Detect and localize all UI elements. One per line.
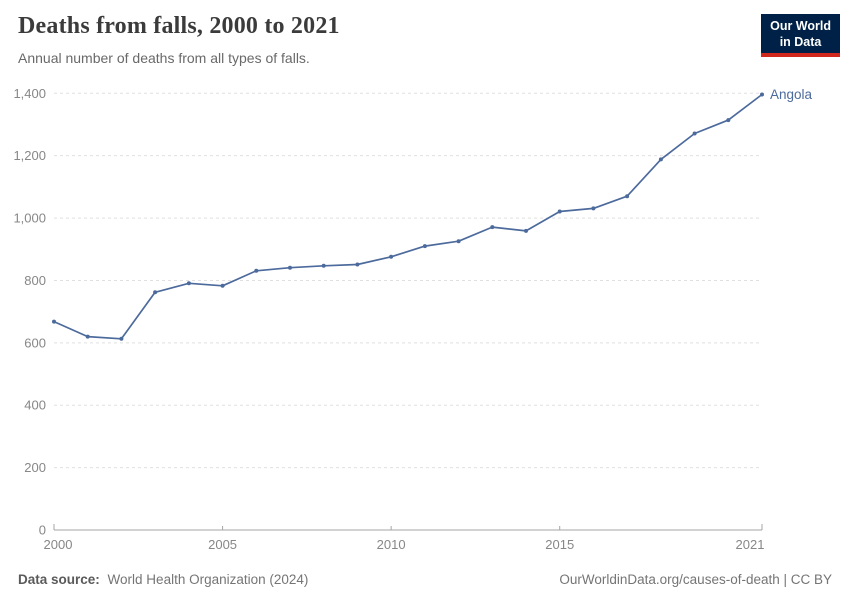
y-tick-label: 1,200 — [13, 148, 46, 163]
y-tick-label: 1,400 — [13, 86, 46, 101]
data-point[interactable] — [52, 319, 56, 324]
data-point[interactable] — [389, 254, 394, 259]
data-point[interactable] — [321, 263, 326, 268]
owid-logo[interactable]: Our World in Data — [761, 14, 840, 57]
y-tick-label: 200 — [24, 460, 46, 475]
data-point[interactable] — [153, 290, 158, 295]
x-tick-label: 2021 — [736, 537, 765, 552]
data-point[interactable] — [760, 92, 764, 97]
data-line — [53, 93, 763, 340]
x-tick-label: 2015 — [545, 537, 574, 552]
data-point[interactable] — [591, 206, 596, 211]
data-point[interactable] — [692, 131, 697, 136]
y-tick-label: 400 — [24, 398, 46, 413]
entity-label[interactable]: Angola — [770, 87, 813, 102]
data-point[interactable] — [456, 239, 461, 244]
data-point[interactable] — [524, 228, 528, 233]
page-title: Deaths from falls, 2000 to 2021 — [18, 13, 340, 39]
x-tick-label: 2010 — [377, 537, 406, 552]
data-point[interactable] — [220, 283, 225, 288]
x-tick-label: 2005 — [208, 537, 237, 552]
data-point[interactable] — [625, 194, 630, 199]
data-point[interactable] — [355, 262, 360, 267]
data-point[interactable] — [726, 118, 731, 123]
data-point[interactable] — [254, 268, 259, 273]
y-tick-label: 1,000 — [13, 211, 46, 226]
data-point[interactable] — [557, 209, 562, 214]
data-point[interactable] — [490, 225, 495, 230]
data-source: Data source: World Health Organization (… — [18, 572, 308, 587]
data-source-label: Data source: — [18, 572, 100, 587]
data-point[interactable] — [288, 265, 292, 270]
x-tick-label: 2000 — [44, 537, 73, 552]
y-tick-label: 0 — [39, 523, 46, 538]
data-point[interactable] — [119, 336, 124, 341]
data-point[interactable] — [85, 334, 90, 339]
data-point[interactable] — [658, 157, 663, 162]
chart-footer: Data source: World Health Organization (… — [18, 572, 832, 587]
data-point[interactable] — [422, 244, 427, 249]
y-tick-label: 600 — [24, 335, 46, 350]
data-source-value: World Health Organization (2024) — [107, 572, 309, 587]
data-point[interactable] — [186, 281, 191, 286]
owid-logo-line2: in Data — [779, 35, 822, 49]
credit-link[interactable]: OurWorldinData.org/causes-of-death | CC … — [559, 572, 832, 587]
y-tick-label: 800 — [24, 273, 46, 288]
chart-subtitle: Annual number of deaths from all types o… — [18, 50, 310, 66]
owid-logo-line1: Our World — [770, 19, 831, 33]
